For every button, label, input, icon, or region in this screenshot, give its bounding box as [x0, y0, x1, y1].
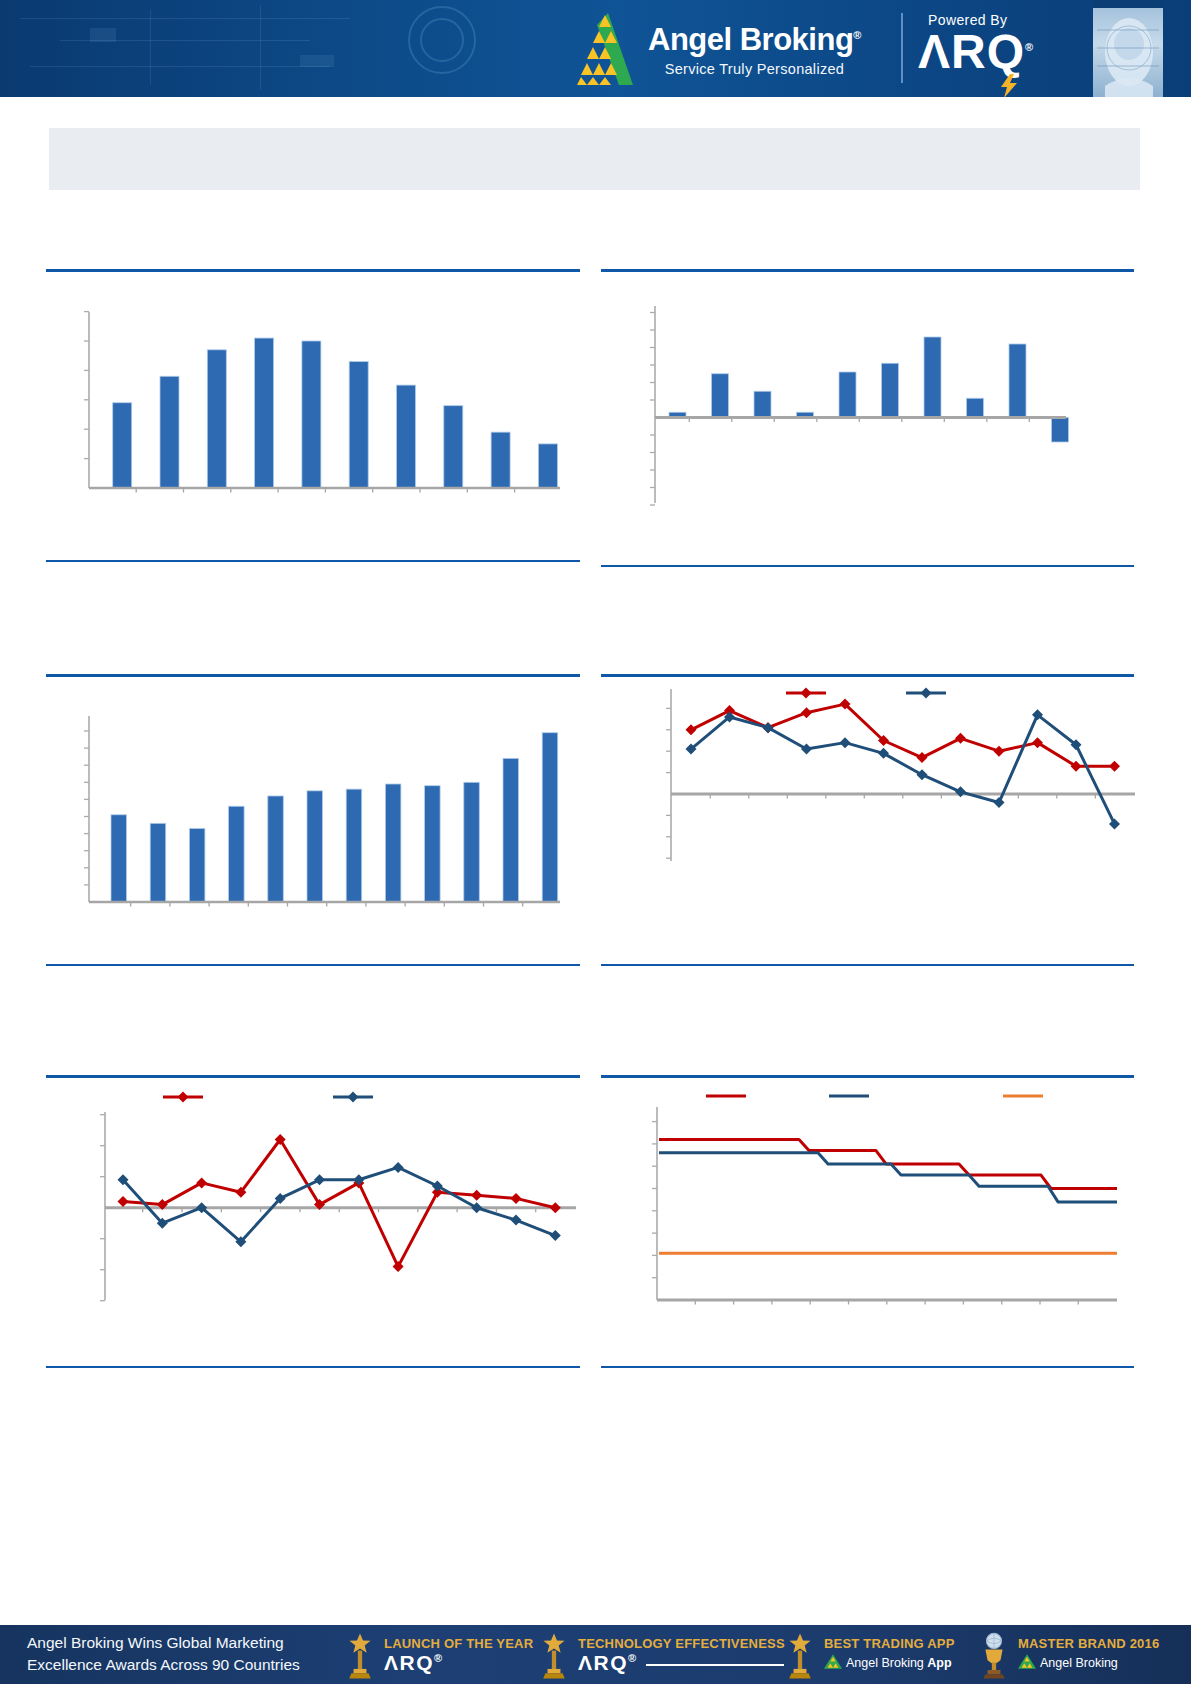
footer-headline-line1: Angel Broking Wins Global Marketing — [27, 1632, 300, 1654]
footer-headline: Angel Broking Wins Global Marketing Exce… — [27, 1632, 300, 1675]
chart-bar-top-right — [650, 306, 1069, 505]
trophy-icon — [786, 1632, 814, 1684]
underline-rule — [646, 1664, 784, 1666]
award-launch-of-the-year: LAUNCH OF THE YEAR ΛRQ® — [346, 1630, 541, 1680]
award-title: MASTER BRAND 2016 — [1018, 1636, 1159, 1651]
award-master-brand-2016: MASTER BRAND 2016 Angel Broking — [980, 1630, 1160, 1680]
footer-headline-line2: Excellence Awards Across 90 Countries — [27, 1654, 300, 1676]
trophy-globe-icon — [980, 1632, 1008, 1684]
award-best-trading-app: BEST TRADING APP Angel Broking App — [786, 1630, 966, 1680]
award-sub-arq: ΛRQ® — [384, 1651, 533, 1674]
award-sub: Angel Broking App — [824, 1654, 955, 1672]
angel-logo-icon — [1018, 1654, 1036, 1672]
chart-bar-top-left — [84, 312, 560, 493]
award-title: LAUNCH OF THE YEAR — [384, 1636, 533, 1651]
award-title: TECHNOLOGY EFFECTIVENESS — [578, 1636, 785, 1651]
angel-logo-icon — [824, 1654, 842, 1672]
chart-bar-mid-left — [84, 716, 560, 907]
award-sub-arq: ΛRQ® — [578, 1651, 785, 1674]
chart-line-mid-right — [666, 688, 1135, 862]
trophy-icon — [540, 1632, 568, 1684]
chart-line-bottom-left — [100, 1092, 576, 1301]
award-sub: Angel Broking — [1018, 1654, 1159, 1672]
footer: Angel Broking Wins Global Marketing Exce… — [0, 1625, 1191, 1684]
report-page: Angel Broking® Service Truly Personalize… — [0, 0, 1191, 1684]
award-technology-effectiveness: TECHNOLOGY EFFECTIVENESS ΛRQ® — [540, 1630, 790, 1680]
charts-canvas — [0, 0, 1191, 1684]
trophy-icon — [346, 1632, 374, 1684]
award-title: BEST TRADING APP — [824, 1636, 955, 1651]
chart-step-bottom-right — [652, 1096, 1117, 1305]
